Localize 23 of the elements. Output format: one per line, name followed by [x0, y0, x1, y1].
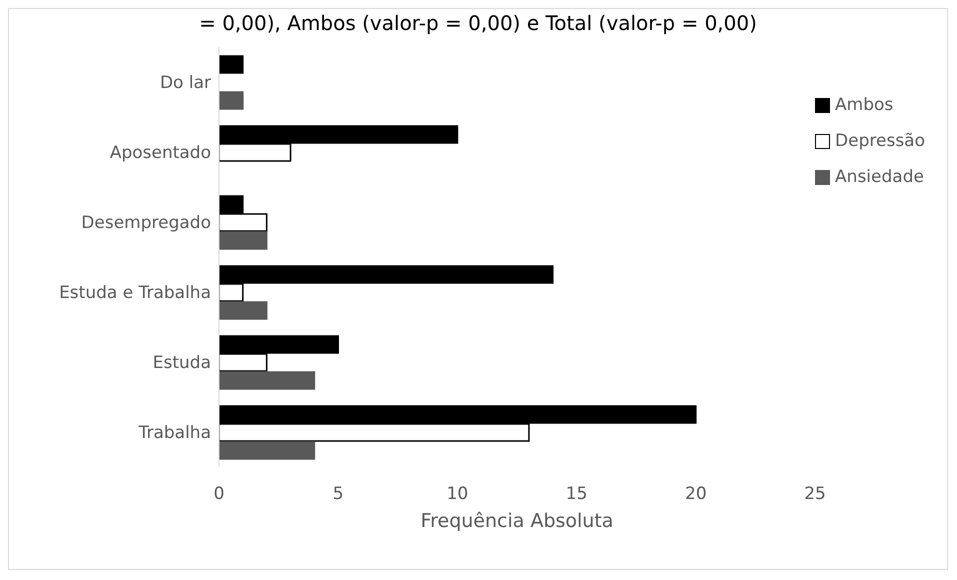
legend-label: Ambos: [835, 94, 894, 117]
bar: [219, 231, 268, 250]
bar: [219, 55, 244, 74]
bar: [219, 371, 316, 390]
y-tick-label: Trabalha: [138, 423, 211, 444]
x-tick-label: 10: [446, 484, 468, 504]
chart-title: = 0,00), Ambos (valor-p = 0,00) e Total (valor-p = 0,00): [198, 11, 758, 37]
x-tick-label: 0: [214, 484, 224, 504]
legend-label: Ansiedade: [835, 166, 924, 189]
x-tick-label: 20: [685, 484, 707, 504]
y-tick-label: Desempregado: [81, 213, 211, 234]
y-tick-label: Estuda: [152, 353, 211, 374]
bar: [219, 91, 244, 110]
y-tick-label: Aposentado: [110, 143, 211, 164]
bar: [219, 441, 316, 460]
x-axis-title: Frequência Absoluta: [420, 510, 614, 532]
x-tick-label: 5: [332, 484, 344, 504]
x-tick-label: 25: [804, 484, 826, 504]
legend-label: Depressão: [835, 130, 925, 153]
y-tick-label: Do lar: [160, 73, 212, 94]
bar: [219, 301, 268, 320]
x-tick-label: 15: [566, 484, 588, 504]
y-tick-label: Estuda e Trabalha: [59, 283, 211, 304]
